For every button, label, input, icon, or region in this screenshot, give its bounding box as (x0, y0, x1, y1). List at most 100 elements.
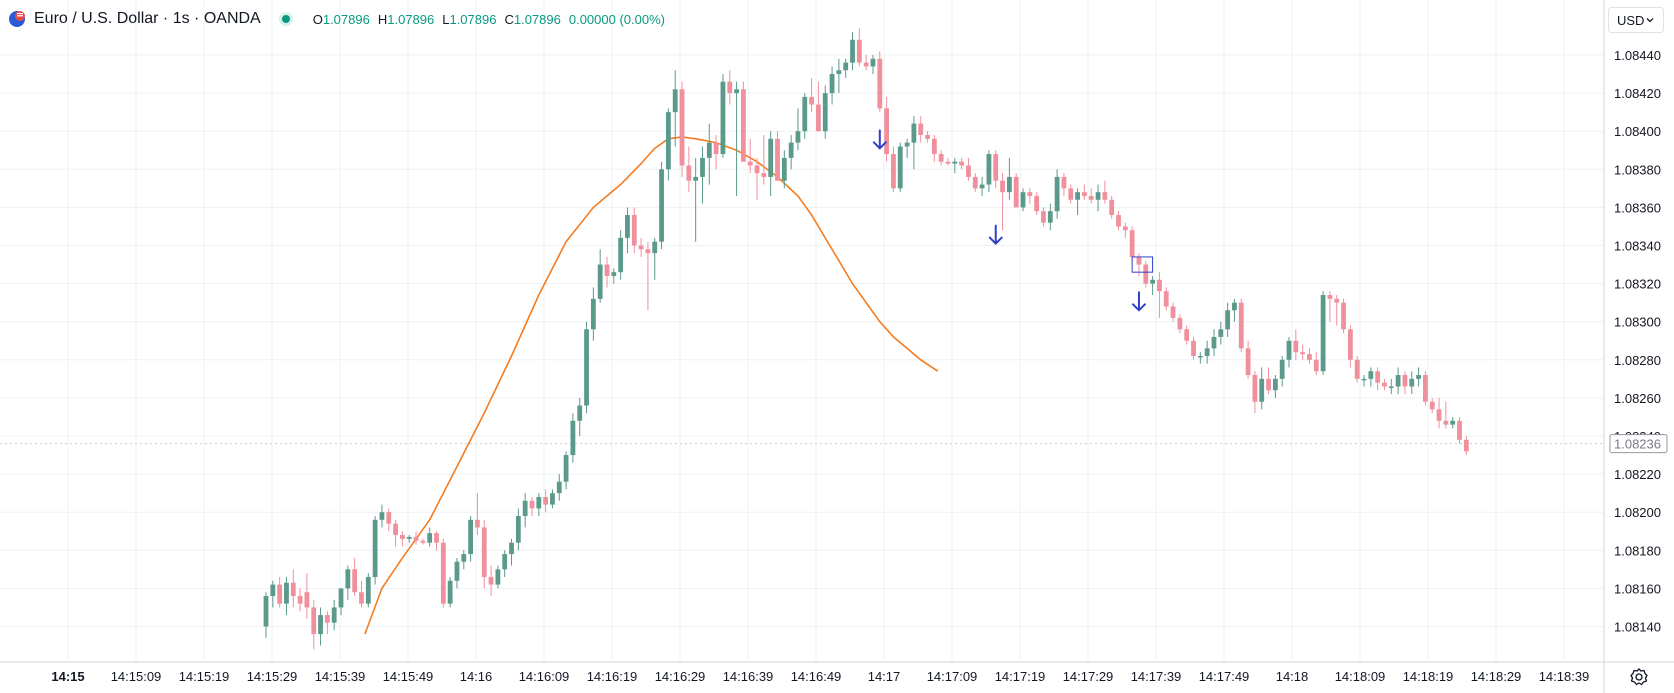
symbol-title[interactable]: Euro / U.S. Dollar · 1s · OANDA (34, 10, 261, 27)
candle (1259, 367, 1265, 410)
candle (679, 81, 685, 177)
candle (297, 588, 303, 612)
candle-body (1047, 211, 1053, 223)
candle-body (1184, 329, 1190, 341)
candle-body (706, 142, 712, 158)
candle-body (1272, 378, 1278, 391)
candle (952, 157, 958, 174)
candle (1075, 188, 1080, 216)
candle-body (918, 123, 924, 136)
x-tick-label: 14:15:09 (111, 669, 162, 684)
candle (727, 70, 733, 105)
candle-body (829, 74, 835, 94)
candle (509, 538, 514, 566)
arrow-down-icon (988, 224, 1003, 246)
arrow-down-annotation (872, 129, 887, 150)
x-tick-label: 14:15 (51, 669, 84, 684)
candle (918, 115, 924, 143)
candle-body (550, 493, 555, 505)
candle (931, 135, 937, 162)
candle (345, 565, 351, 600)
x-tick-label: 14:16:39 (723, 669, 774, 684)
candle-body (1061, 176, 1067, 189)
x-tick-label: 14:17:09 (927, 669, 978, 684)
candle (352, 557, 358, 597)
candle-body (543, 496, 549, 505)
candle-body (1327, 295, 1333, 299)
candle (1429, 397, 1435, 414)
candle-body (672, 89, 678, 113)
candle-body (372, 519, 378, 577)
candle-body (1286, 340, 1292, 360)
candle (359, 580, 364, 608)
candle-body (359, 592, 364, 604)
close-readout: C1.07896 (504, 11, 561, 27)
drawing-annotations-layer[interactable] (872, 129, 1154, 312)
candle-body (1034, 195, 1040, 212)
candle (652, 237, 658, 280)
candle-body (1013, 176, 1019, 208)
currency-button[interactable]: USD (1608, 7, 1664, 33)
candle (1293, 329, 1299, 360)
candle-body (665, 112, 671, 170)
candle-body (577, 405, 583, 421)
candle-body (986, 154, 992, 185)
candle (1047, 203, 1053, 231)
candle-body (604, 264, 610, 276)
candle (768, 131, 774, 196)
gear-icon[interactable] (1628, 666, 1650, 688)
candle (1443, 401, 1449, 429)
candle-body (400, 535, 405, 539)
candle-body (1027, 192, 1033, 196)
candle (563, 451, 569, 490)
candle-body (509, 542, 514, 555)
candle (1286, 336, 1292, 368)
x-tick-label: 14:16:49 (791, 669, 842, 684)
candle-body (713, 142, 719, 155)
candle-body (931, 138, 937, 155)
candle-body (795, 131, 801, 143)
candle-body (822, 93, 828, 132)
candle-body (1259, 378, 1265, 402)
euro-dollar-flag-icon[interactable] (8, 10, 26, 28)
candle (856, 28, 862, 67)
candle-body (481, 527, 487, 577)
x-tick-label: 14:17:29 (1063, 669, 1114, 684)
candle (1129, 226, 1135, 261)
candle-body (856, 39, 862, 63)
x-tick-label: 14:15:49 (383, 669, 434, 684)
candle (1184, 325, 1190, 345)
candle (379, 504, 385, 528)
candle (406, 535, 412, 543)
candle-body (1082, 192, 1087, 196)
market-status-icon (278, 12, 293, 26)
candle (884, 96, 890, 162)
candle (822, 85, 828, 139)
candle-body (345, 569, 351, 589)
candle (693, 157, 699, 242)
candle-body (1423, 375, 1428, 402)
candle-body (584, 329, 589, 406)
candle (475, 493, 480, 536)
candle (966, 157, 971, 181)
candle (1170, 302, 1176, 322)
candle (304, 573, 310, 619)
candle-body (972, 176, 978, 189)
candle (747, 138, 753, 174)
candle-body (1020, 192, 1026, 208)
candle-body (720, 81, 726, 155)
candle (584, 321, 589, 414)
candle (829, 66, 835, 105)
candle (1361, 375, 1367, 387)
arrow-down-annotation (988, 224, 1003, 246)
candle (1088, 188, 1094, 204)
y-tick-label: 1.08420 (1614, 86, 1661, 101)
candle-body (1300, 352, 1306, 355)
candle (802, 93, 808, 139)
candle-body (870, 58, 876, 67)
candle-body (768, 138, 774, 177)
candle-body (454, 561, 460, 581)
candle (1197, 352, 1203, 364)
